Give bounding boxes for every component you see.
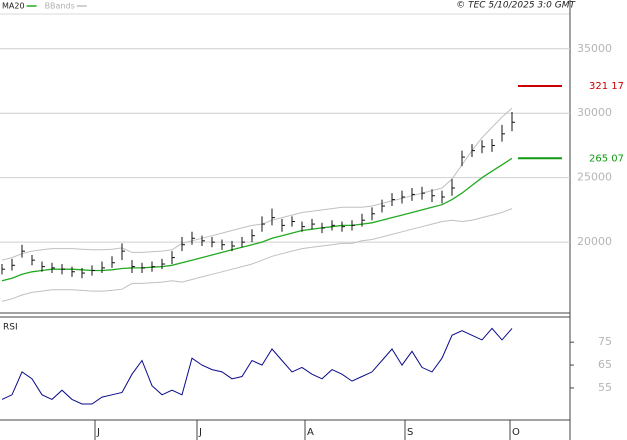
y-tick-label: 30000 [577, 106, 612, 119]
y-tick-label: 75 [598, 335, 612, 348]
legend-label: BBands [45, 2, 75, 11]
y-tick-label: 20000 [577, 235, 612, 248]
band-line [1, 208, 513, 302]
level-label: 321 17 [589, 81, 624, 92]
panel-label: RSI [3, 323, 18, 333]
x-tick-label: S [407, 427, 413, 438]
y-tick-label: 65 [598, 358, 612, 371]
x-tick-label: J [198, 427, 202, 438]
x-tick-label: J [96, 427, 100, 438]
y-tick-label: 55 [598, 381, 612, 394]
legend-label: MA20 [2, 2, 25, 11]
band-line [1, 107, 513, 261]
x-tick-label: A [307, 427, 314, 438]
ma-line [1, 157, 513, 282]
level-label: 265 07 [589, 153, 624, 164]
source: © TEC 5/10/2025 3:0 GMT [456, 1, 576, 11]
rsi-line [1, 327, 513, 405]
y-tick-label: 35000 [577, 42, 612, 55]
y-tick-label: 25000 [577, 171, 612, 184]
x-tick-label: O [512, 427, 520, 438]
